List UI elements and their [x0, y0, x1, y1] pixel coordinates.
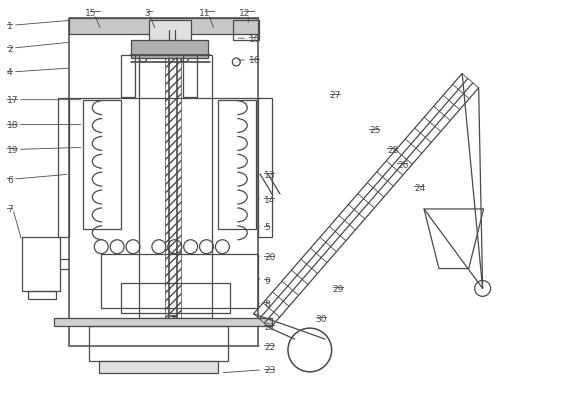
Bar: [70, 19, 258, 346]
Bar: [219, 100, 256, 229]
Bar: [101, 254, 258, 309]
Text: 4: 4: [7, 68, 12, 77]
Text: 13: 13: [264, 170, 275, 179]
Bar: [99, 361, 219, 373]
Text: 27: 27: [330, 91, 341, 100]
Text: 18: 18: [7, 121, 19, 130]
Bar: [22, 237, 60, 292]
Bar: [233, 21, 259, 41]
Text: 22: 22: [264, 342, 275, 351]
Text: 11: 11: [199, 9, 210, 18]
Text: 28: 28: [387, 145, 398, 154]
Bar: [28, 292, 56, 300]
Text: 21: 21: [264, 322, 275, 331]
Text: 10: 10: [249, 34, 261, 43]
Text: 16: 16: [249, 56, 261, 65]
Text: 3: 3: [144, 9, 150, 18]
Text: 7: 7: [7, 205, 12, 214]
Text: 2: 2: [7, 45, 12, 53]
Bar: [83, 100, 121, 229]
Text: 8: 8: [264, 299, 270, 308]
Text: 24: 24: [414, 183, 425, 192]
Text: 23: 23: [264, 365, 275, 374]
Text: 5: 5: [264, 223, 270, 232]
Bar: [149, 21, 191, 45]
Bar: [183, 56, 197, 98]
Text: 17: 17: [7, 96, 19, 105]
Bar: [165, 59, 181, 318]
Bar: [57, 98, 70, 237]
Text: 29: 29: [333, 284, 344, 293]
Bar: [258, 98, 272, 237]
Bar: [121, 284, 230, 313]
Text: 19: 19: [7, 145, 19, 154]
Bar: [131, 41, 209, 59]
Text: 9: 9: [264, 276, 270, 285]
Text: 12: 12: [238, 9, 250, 18]
Text: 15: 15: [84, 9, 96, 18]
Bar: [70, 19, 258, 35]
Text: 6: 6: [7, 175, 12, 184]
Text: 14: 14: [264, 195, 275, 204]
Text: 20: 20: [264, 252, 275, 262]
Bar: [139, 56, 212, 318]
Text: 30: 30: [316, 314, 327, 323]
Text: 25: 25: [369, 126, 381, 135]
Text: 26: 26: [397, 160, 409, 169]
Bar: [121, 56, 135, 98]
Text: 1: 1: [7, 21, 12, 31]
Bar: [53, 318, 272, 326]
Bar: [89, 326, 228, 361]
